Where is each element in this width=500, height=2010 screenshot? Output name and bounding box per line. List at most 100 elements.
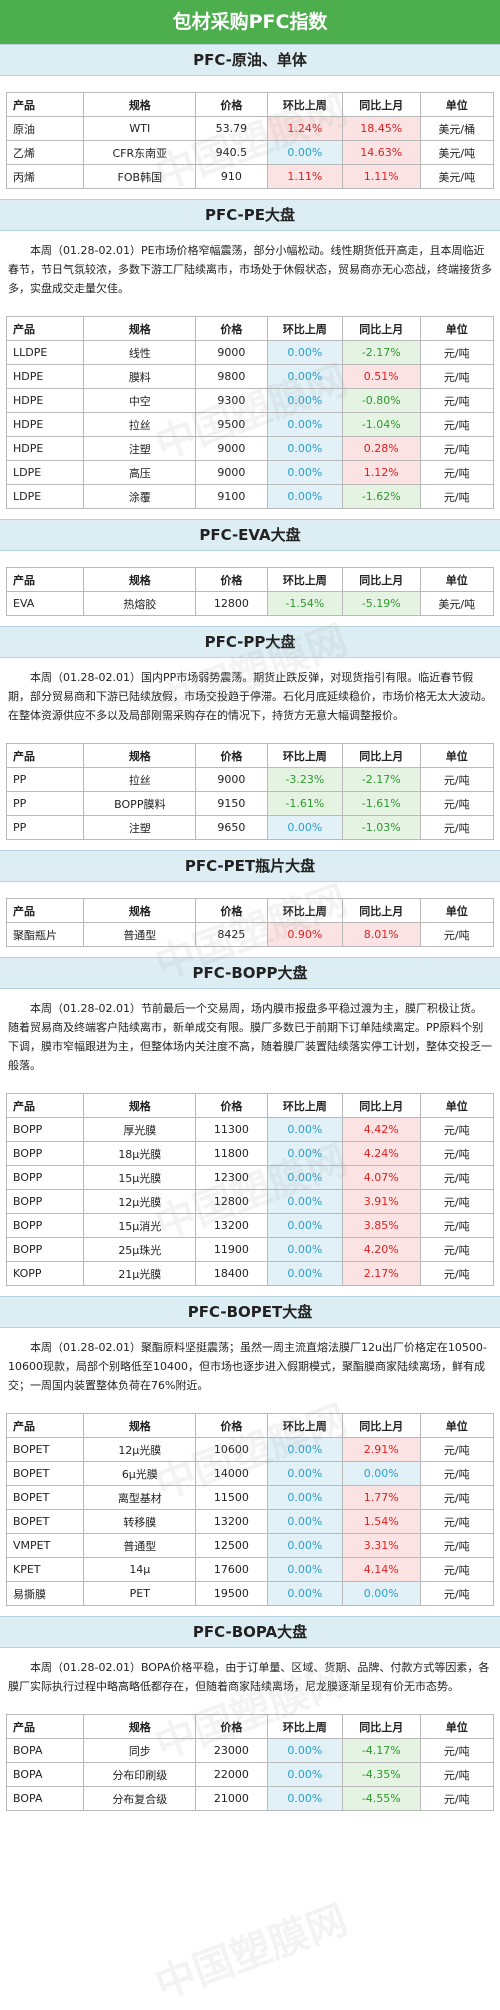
section-title: PFC-PE大盘 [0, 199, 500, 231]
header-cell: 规格 [83, 1714, 197, 1739]
month-change-cell: 3.31% [342, 1533, 421, 1558]
price-cell: 11300 [195, 1117, 268, 1142]
unit-cell: 元/吨 [419, 1261, 495, 1286]
header-cell: 同比上月 [342, 1413, 421, 1438]
price-cell: 22000 [195, 1762, 268, 1787]
unit-cell: 元/吨 [419, 412, 495, 437]
product-cell: LLDPE [5, 340, 85, 365]
week-change-cell: 0.00% [266, 412, 344, 437]
spec-cell: 离型基材 [83, 1485, 197, 1510]
spacer [0, 947, 500, 957]
table-row: BOPP 25μ珠光 11900 0.00% 4.20% 元/吨 [5, 1237, 495, 1262]
price-cell: 21000 [195, 1786, 268, 1811]
spec-cell: 12μ光膜 [83, 1189, 197, 1214]
week-change-cell: 0.00% [266, 1117, 344, 1142]
header-cell: 规格 [83, 1093, 197, 1118]
table-header-row: 产品 规格 价格 环比上周 同比上月 单位 [5, 1413, 495, 1438]
header-cell: 规格 [83, 1413, 197, 1438]
table-row: HDPE 拉丝 9500 0.00% -1.04% 元/吨 [5, 412, 495, 437]
header-cell: 价格 [195, 92, 268, 117]
price-cell: 12800 [195, 1189, 268, 1214]
header-cell: 同比上月 [342, 1093, 421, 1118]
week-change-cell: 1.11% [266, 164, 344, 189]
unit-cell: 元/吨 [419, 364, 495, 389]
week-change-cell: 0.00% [266, 1213, 344, 1238]
month-change-cell: 4.14% [342, 1557, 421, 1582]
spec-cell: 线性 [83, 340, 197, 365]
header-cell: 价格 [195, 1413, 268, 1438]
week-change-cell: 0.00% [266, 1557, 344, 1582]
month-change-cell: -0.80% [342, 388, 421, 413]
spec-cell: 25μ珠光 [83, 1237, 197, 1262]
week-change-cell: 0.00% [266, 1533, 344, 1558]
product-cell: BOPP [5, 1165, 85, 1190]
product-cell: HDPE [5, 364, 85, 389]
header-cell: 价格 [195, 1714, 268, 1739]
header-cell: 单位 [419, 92, 495, 117]
price-cell: 9000 [195, 460, 268, 485]
product-cell: BOPA [5, 1738, 85, 1763]
table-header-row: 产品 规格 价格 环比上周 同比上月 单位 [5, 743, 495, 768]
month-change-cell: 0.28% [342, 436, 421, 461]
week-change-cell: 0.00% [266, 1485, 344, 1510]
month-change-cell: -2.17% [342, 767, 421, 792]
price-cell: 12300 [195, 1165, 268, 1190]
header-cell: 单位 [419, 316, 495, 341]
header-cell: 单位 [419, 1413, 495, 1438]
unit-cell: 元/吨 [419, 1581, 495, 1606]
spacer [0, 189, 500, 199]
week-change-cell: 0.00% [266, 1189, 344, 1214]
spec-cell: 中空 [83, 388, 197, 413]
section-title: PFC-原油、单体 [0, 44, 500, 76]
table-row: BOPP 18μ光膜 11800 0.00% 4.24% 元/吨 [5, 1141, 495, 1166]
unit-cell: 元/吨 [419, 815, 495, 840]
header-cell: 价格 [195, 316, 268, 341]
header-cell: 同比上月 [342, 1714, 421, 1739]
week-change-cell: 0.90% [266, 922, 344, 947]
price-table: 产品 规格 价格 环比上周 同比上月 单位 LLDPE 线性 9000 0.00% -2.17% 元/… [5, 316, 495, 509]
spec-cell: 注塑 [83, 815, 197, 840]
table-row: LDPE 涂覆 9100 0.00% -1.62% 元/吨 [5, 484, 495, 509]
header-cell: 单位 [419, 567, 495, 592]
table-header-row: 产品 规格 价格 环比上周 同比上月 单位 [5, 898, 495, 923]
header-cell: 规格 [83, 92, 197, 117]
unit-cell: 元/吨 [419, 1509, 495, 1534]
table-row: KPET 14μ 17600 0.00% 4.14% 元/吨 [5, 1557, 495, 1582]
table-header-row: 产品 规格 价格 环比上周 同比上月 单位 [5, 92, 495, 117]
week-change-cell: 0.00% [266, 340, 344, 365]
price-cell: 910 [195, 164, 268, 189]
spec-cell: 12μ光膜 [83, 1437, 197, 1462]
week-change-cell: 0.00% [266, 1762, 344, 1787]
section-title: PFC-PP大盘 [0, 626, 500, 658]
table-row: BOPA 同步 23000 0.00% -4.17% 元/吨 [5, 1738, 495, 1763]
price-table: 产品 规格 价格 环比上周 同比上月 单位 原油 WTI 53.79 1.24% 18.45% 美元/… [5, 92, 495, 189]
week-change-cell: 0.00% [266, 1738, 344, 1763]
product-cell: BOPET [5, 1461, 85, 1486]
month-change-cell: 1.11% [342, 164, 421, 189]
week-change-cell: 0.00% [266, 1581, 344, 1606]
price-cell: 9800 [195, 364, 268, 389]
price-cell: 19500 [195, 1581, 268, 1606]
table-row: BOPET 转移膜 13200 0.00% 1.54% 元/吨 [5, 1509, 495, 1534]
spec-cell: 注塑 [83, 436, 197, 461]
month-change-cell: 1.54% [342, 1509, 421, 1534]
price-cell: 10600 [195, 1437, 268, 1462]
week-change-cell: -1.61% [266, 791, 344, 816]
week-change-cell: 1.24% [266, 116, 344, 141]
price-table: 产品 规格 价格 环比上周 同比上月 单位 BOPP 厚光膜 11300 0.00% 4.42% 元/… [5, 1093, 495, 1286]
week-change-cell: 0.00% [266, 1165, 344, 1190]
month-change-cell: 0.00% [342, 1581, 421, 1606]
spacer [0, 1286, 500, 1296]
month-change-cell: 4.07% [342, 1165, 421, 1190]
product-cell: BOPET [5, 1509, 85, 1534]
product-cell: BOPA [5, 1762, 85, 1787]
header-cell: 同比上月 [342, 567, 421, 592]
section-note: 本周（01.28-02.01）BOPA价格平稳，由于订单量、区域、货期、品牌、付… [8, 1661, 490, 1693]
unit-cell: 元/吨 [419, 1165, 495, 1190]
spec-cell: 膜料 [83, 364, 197, 389]
product-cell: EVA [5, 591, 85, 616]
spec-cell: BOPP膜料 [83, 791, 197, 816]
unit-cell: 元/吨 [419, 1738, 495, 1763]
unit-cell: 元/吨 [419, 484, 495, 509]
